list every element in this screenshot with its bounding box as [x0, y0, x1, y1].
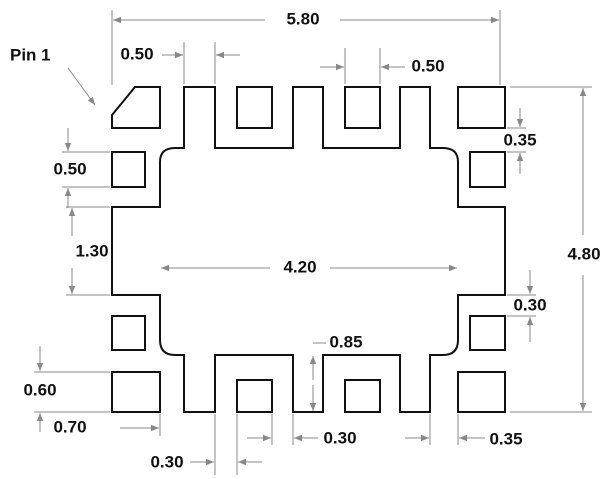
pad	[236, 86, 273, 129]
dimension-label: 0.70	[53, 417, 86, 436]
dimension-label: 0.35	[503, 130, 536, 149]
pad	[457, 371, 506, 413]
dimension-label: 0.50	[411, 56, 444, 75]
pin1-pad	[111, 86, 161, 129]
pad	[457, 86, 506, 129]
dimension-label: 0.30	[150, 452, 183, 471]
dimension-label: 0.50	[53, 159, 86, 178]
pin-label: Pin 1	[10, 45, 51, 64]
pad	[469, 315, 506, 351]
pads	[111, 86, 506, 413]
center-pad	[111, 86, 506, 413]
dimension-label: 5.80	[286, 9, 319, 28]
pad	[344, 379, 381, 413]
dimension-label: 0.60	[23, 380, 56, 399]
pad	[469, 151, 506, 188]
dimension-label: 1.30	[75, 241, 108, 260]
pad	[111, 371, 161, 413]
dimension-lines	[34, 10, 592, 475]
pad	[236, 379, 273, 413]
dimension-label: 0.30	[323, 428, 356, 447]
dimension-label: 4.80	[567, 244, 600, 263]
pad	[344, 86, 381, 129]
dimension-label: 0.85	[329, 332, 362, 351]
pad	[111, 315, 146, 351]
dimension-label: 0.50	[120, 44, 153, 63]
dimension-label: 4.20	[283, 257, 316, 276]
dimension-label: 0.35	[489, 429, 522, 448]
pad	[111, 151, 146, 188]
dimension-label: 0.30	[513, 295, 546, 314]
